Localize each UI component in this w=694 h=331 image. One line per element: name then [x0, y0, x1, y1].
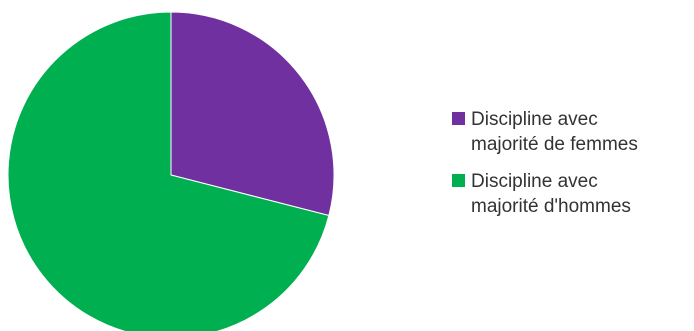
legend: Discipline avec majorité de femmes Disci…	[452, 107, 692, 231]
pie-slice-hommes	[7, 11, 330, 331]
legend-item-femmes: Discipline avec majorité de femmes	[452, 107, 692, 157]
legend-swatch-hommes	[452, 174, 465, 187]
legend-label-femmes: Discipline avec majorité de femmes	[471, 109, 638, 155]
pie-slice-femmes	[170, 11, 335, 217]
legend-item-hommes: Discipline avec majorité d'hommes	[452, 169, 692, 219]
legend-swatch-femmes	[452, 112, 465, 125]
legend-label-hommes: Discipline avec majorité d'hommes	[471, 171, 631, 217]
